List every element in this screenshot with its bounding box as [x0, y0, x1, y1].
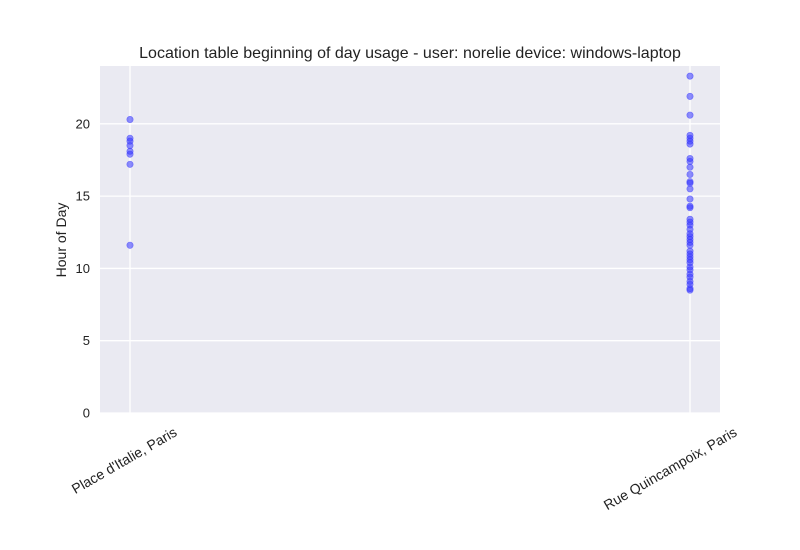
data-point	[686, 286, 694, 294]
data-point	[126, 142, 134, 150]
y-tick-label: 10	[76, 261, 90, 276]
data-point	[686, 185, 694, 193]
y-tick-label: 20	[76, 116, 90, 131]
data-point	[686, 195, 694, 203]
data-point	[686, 157, 694, 165]
chart-title: Location table beginning of day usage - …	[139, 45, 681, 62]
plot-area	[100, 66, 720, 413]
data-point	[126, 160, 134, 168]
data-point	[686, 170, 694, 178]
data-point	[686, 111, 694, 119]
data-point	[686, 204, 694, 212]
y-tick-labels: 0 5 10 15 20	[76, 116, 90, 420]
y-axis-label: Hour of Day	[53, 203, 69, 278]
data-point	[686, 140, 694, 148]
data-point	[126, 115, 134, 123]
x-category-labels: Place d'Italie, Paris Rue Quincampoix, Pa…	[69, 424, 740, 513]
data-point	[686, 72, 694, 80]
data-point	[686, 163, 694, 171]
data-point	[686, 179, 694, 187]
data-point	[126, 150, 134, 158]
y-tick-label: 15	[76, 189, 90, 204]
data-point	[686, 241, 694, 249]
x-category-label: Rue Quincampoix, Paris	[601, 424, 740, 513]
x-category-label: Place d'Italie, Paris	[69, 424, 180, 497]
data-point	[126, 241, 134, 249]
data-point	[686, 92, 694, 100]
y-tick-label: 0	[83, 406, 90, 421]
y-tick-label: 5	[83, 333, 90, 348]
data-points	[126, 72, 694, 294]
grid-lines	[100, 66, 720, 414]
